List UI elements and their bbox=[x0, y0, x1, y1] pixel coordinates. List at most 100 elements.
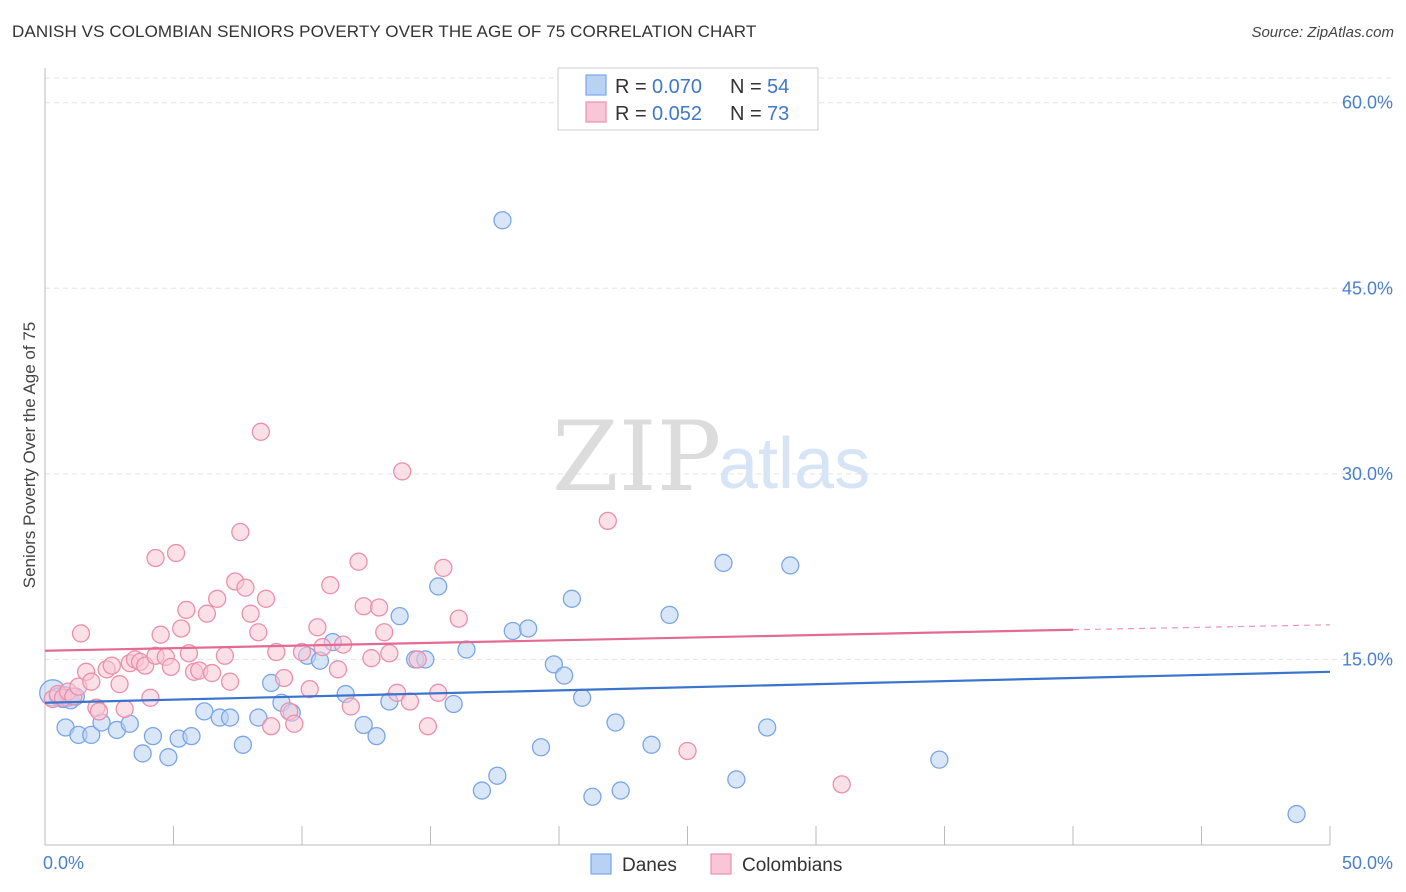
danes-point bbox=[429, 577, 448, 596]
danes-trend-line bbox=[44, 670, 1331, 704]
danes-point bbox=[472, 781, 492, 800]
danes-point bbox=[143, 726, 163, 746]
colombians-point bbox=[241, 604, 260, 623]
colombians-point bbox=[832, 775, 851, 794]
danes-point bbox=[758, 718, 777, 737]
danes-point bbox=[159, 748, 178, 767]
danes-point bbox=[642, 735, 661, 754]
danes-point bbox=[727, 770, 746, 789]
colombians-point bbox=[418, 717, 438, 736]
colombians-point bbox=[202, 663, 222, 683]
chart-source: Source: ZipAtlas.com bbox=[1251, 24, 1394, 41]
tick-labels: 15.0% 30.0% 45.0% 60.0% 0.0% 50.0% bbox=[43, 93, 1393, 873]
colombians-point bbox=[220, 672, 240, 691]
bottom-legend-danes-swatch bbox=[590, 853, 612, 875]
colombians-point bbox=[262, 717, 281, 736]
colombians-point bbox=[146, 548, 165, 568]
legend-colombians-r-label: R = bbox=[615, 103, 647, 125]
colombians-point bbox=[434, 558, 453, 578]
x-tick-label-min: 0.0% bbox=[43, 853, 84, 873]
bottom-legend: Danes Colombians bbox=[590, 853, 842, 876]
danes-point bbox=[544, 655, 564, 674]
colombians-trend-line bbox=[44, 628, 1074, 652]
colombians-point bbox=[177, 600, 196, 620]
colombians-point bbox=[71, 624, 91, 643]
danes-point bbox=[930, 750, 949, 769]
danes-points bbox=[39, 211, 1306, 824]
danes-point bbox=[390, 606, 409, 626]
danes-point bbox=[367, 726, 386, 746]
colombians-point bbox=[267, 642, 286, 662]
legend-danes-swatch bbox=[585, 74, 607, 96]
colombians-point bbox=[349, 552, 368, 571]
colombians-point bbox=[449, 609, 468, 628]
colombians-point bbox=[598, 511, 617, 531]
colombians-point bbox=[231, 522, 250, 542]
colombians-point bbox=[251, 422, 271, 441]
danes-point bbox=[519, 619, 538, 638]
danes-point bbox=[583, 787, 602, 806]
danes-point bbox=[1287, 804, 1306, 824]
danes-point bbox=[493, 211, 512, 230]
legend-danes-r-value: 0.070 bbox=[652, 76, 702, 98]
danes-point bbox=[660, 605, 679, 625]
danes-point bbox=[781, 556, 800, 575]
bottom-legend-colombians-swatch bbox=[710, 853, 732, 875]
colombians-point bbox=[102, 656, 121, 675]
colombians-point bbox=[172, 619, 191, 638]
danes-point bbox=[488, 766, 507, 785]
colombians-point bbox=[82, 672, 101, 691]
legend-colombians-n-label: N = bbox=[730, 103, 762, 125]
watermark-zip: ZIP bbox=[552, 401, 721, 513]
danes-point bbox=[182, 726, 201, 746]
colombians-point bbox=[89, 702, 109, 721]
danes-point bbox=[611, 781, 630, 800]
danes-point bbox=[457, 640, 476, 659]
top-legend: R = 0.070 N = 54 R = 0.052 N = 73 bbox=[557, 67, 819, 131]
colombians-point bbox=[208, 589, 227, 608]
watermark: ZIP atlas bbox=[552, 401, 870, 513]
colombians-point bbox=[161, 657, 181, 677]
colombians-points bbox=[43, 422, 851, 794]
colombians-point bbox=[141, 688, 160, 707]
y-tick-label: 45.0% bbox=[1342, 278, 1393, 298]
colombians-point bbox=[328, 660, 348, 679]
legend-danes-r-label: R = bbox=[615, 76, 647, 98]
axes bbox=[44, 68, 1331, 846]
danes-point bbox=[220, 708, 240, 727]
danes-point bbox=[562, 589, 581, 608]
y-tick-label: 15.0% bbox=[1342, 649, 1393, 669]
danes-point bbox=[249, 708, 268, 727]
danes-point bbox=[572, 688, 592, 707]
danes-point bbox=[133, 744, 152, 763]
x-tick-label-max: 50.0% bbox=[1342, 853, 1393, 873]
danes-point bbox=[531, 738, 551, 757]
colombians-point bbox=[313, 637, 332, 657]
danes-point bbox=[554, 666, 574, 685]
danes-point bbox=[195, 702, 214, 721]
colombians-point bbox=[369, 598, 389, 617]
colombians-point bbox=[354, 597, 373, 616]
colombians-point bbox=[197, 604, 217, 623]
colombians-point bbox=[341, 697, 360, 716]
colombians-point bbox=[321, 576, 340, 595]
watermark-atlas: atlas bbox=[718, 424, 870, 504]
colombians-point bbox=[393, 462, 412, 481]
grid-lines bbox=[45, 77, 1392, 660]
colombians-point bbox=[308, 618, 327, 637]
danes-point bbox=[444, 694, 463, 714]
bottom-legend-danes-label: Danes bbox=[622, 855, 677, 876]
colombians-point bbox=[274, 668, 294, 688]
colombians-trend-extension bbox=[1072, 624, 1331, 631]
legend-colombians-r-value: 0.052 bbox=[652, 103, 702, 125]
colombians-point bbox=[151, 625, 170, 644]
colombians-point bbox=[362, 649, 381, 668]
y-tick-label: 60.0% bbox=[1342, 93, 1393, 113]
legend-danes-n-label: N = bbox=[730, 76, 762, 98]
chart-title: DANISH VS COLOMBIAN SENIORS POVERTY OVER… bbox=[12, 22, 757, 41]
colombians-point bbox=[375, 623, 394, 642]
colombians-point bbox=[300, 679, 319, 699]
danes-point bbox=[714, 553, 733, 573]
legend-colombians-n-value: 73 bbox=[767, 103, 789, 125]
